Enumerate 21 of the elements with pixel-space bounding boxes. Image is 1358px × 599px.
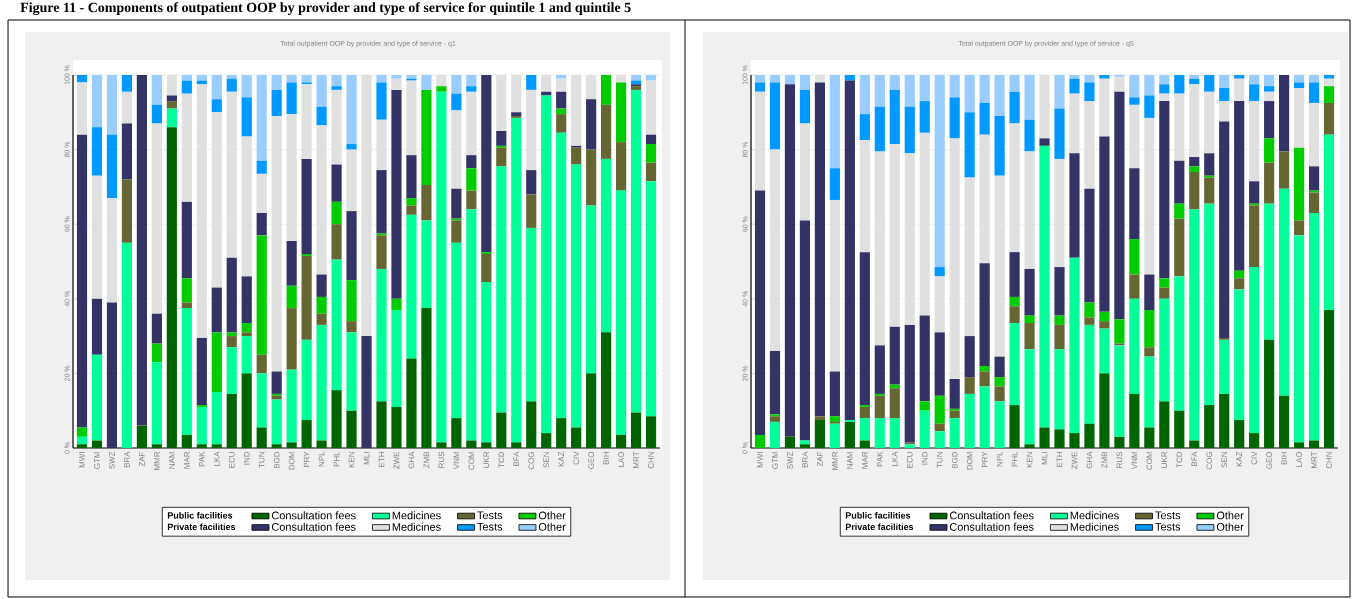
legend-label: Tests	[1155, 522, 1181, 531]
text: Public facilities	[845, 512, 911, 519]
legend-label: Tests	[477, 522, 503, 531]
legend-label: Medicines	[1070, 511, 1119, 520]
caption: Figure 11 - Components of outpatient OOP by provider and type of service for quintile 1 and quintile 5	[20, 2, 631, 16]
legend-label: Other	[1216, 522, 1244, 531]
legend-label: Medicines	[1070, 522, 1119, 531]
legend-label: Medicines	[392, 511, 441, 520]
legend-label: Consultation fees	[949, 511, 1034, 520]
legend-label: Other	[1216, 511, 1244, 520]
legend-label: Consultation fees	[271, 522, 356, 531]
text: Private facilities	[167, 523, 236, 531]
legend-label: Consultation fees	[949, 522, 1034, 531]
legend-label: Tests	[1155, 511, 1181, 520]
legend-label: Other	[538, 511, 566, 520]
legend-label: Medicines	[392, 522, 441, 531]
legend-label: Consultation fees	[271, 511, 356, 520]
text: Private facilities	[845, 523, 914, 531]
legend-label: Tests	[477, 511, 503, 520]
legend-label: Other	[538, 522, 566, 531]
text: Public facilities	[167, 512, 233, 519]
